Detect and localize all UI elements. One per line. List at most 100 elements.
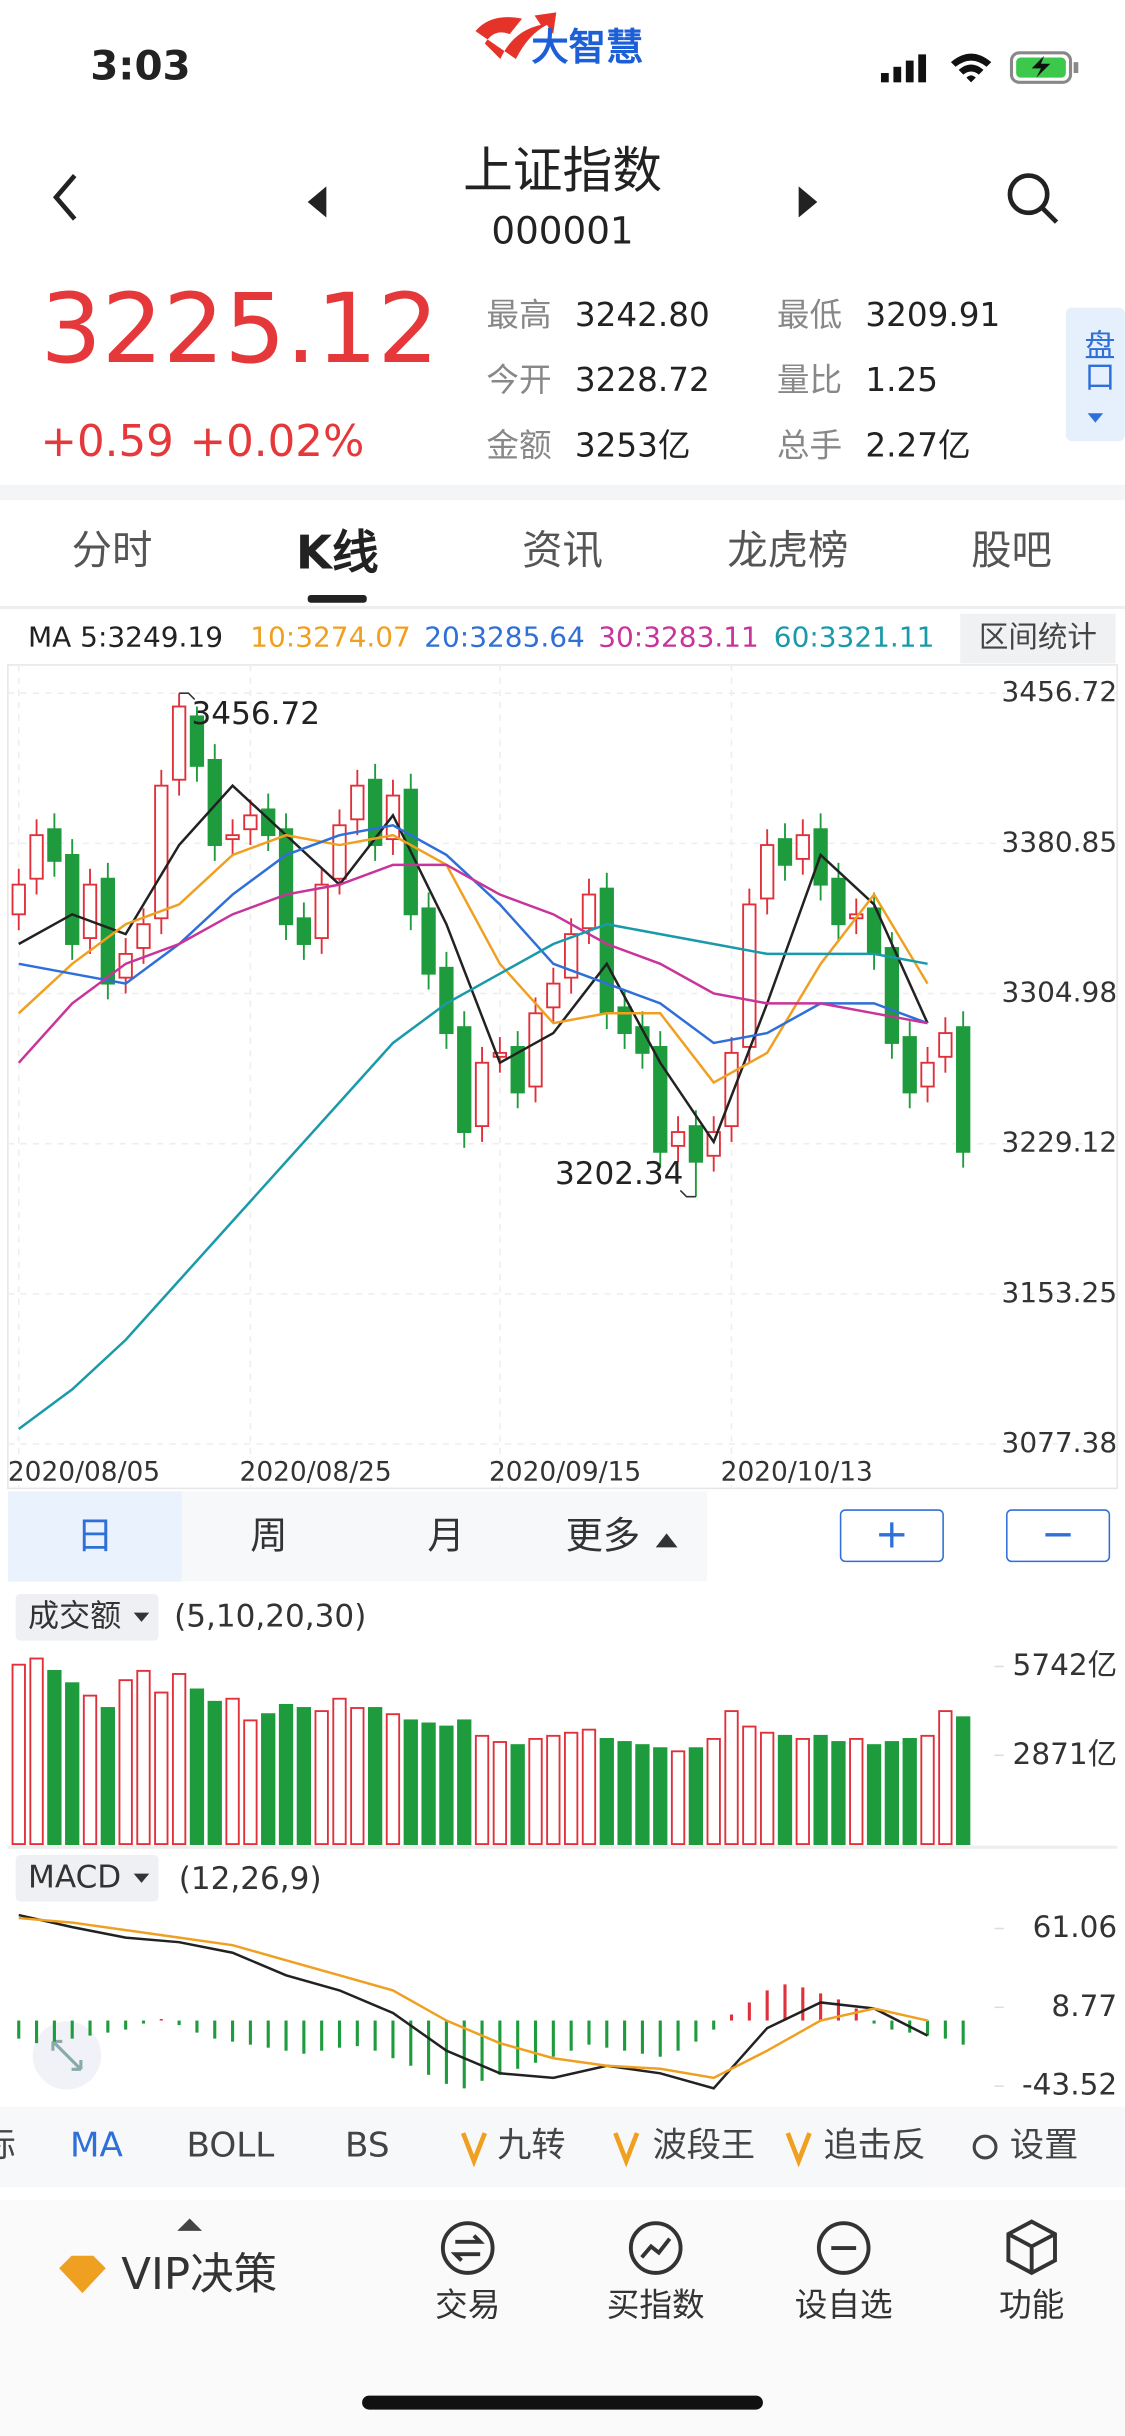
nav-vip[interactable]: VIP决策 (121, 2250, 277, 2300)
candle-body (243, 814, 258, 831)
volume-bar (581, 1728, 597, 1846)
indicator[interactable]: 九转 (497, 2126, 565, 2166)
period-bg (181, 1491, 707, 1582)
period-tab-active[interactable]: 日 (76, 1514, 113, 1558)
indicator-active[interactable]: MA (70, 2126, 123, 2166)
indicator[interactable]: 设置 (1010, 2126, 1078, 2166)
separator (7, 1845, 1118, 1849)
last-price: 3225.12 (40, 273, 438, 385)
volume-bar (902, 1737, 917, 1846)
zoom-out-label: − (1041, 1510, 1075, 1557)
zoom-out-button[interactable] (1006, 1509, 1111, 1563)
volume-bar (564, 1731, 579, 1846)
y-tick-label: 3153.25 (1002, 1276, 1118, 1309)
legend-entry: 30:3283.11 (598, 621, 759, 654)
candle-body (688, 1125, 704, 1163)
volume-bar (849, 1737, 864, 1846)
volume-bar (831, 1741, 846, 1846)
range-button-bg[interactable] (960, 613, 1116, 664)
y-tick-label: 3304.98 (1002, 976, 1118, 1009)
volume-bar (367, 1707, 383, 1846)
side-button[interactable] (1065, 307, 1125, 442)
tab[interactable]: 股吧 (971, 527, 1052, 574)
separator (0, 605, 1125, 609)
macd-selector[interactable] (15, 1854, 159, 1902)
ma-line (17, 863, 928, 1064)
volume-bar (385, 1713, 401, 1846)
x-tick-label: 2020/09/15 (489, 1456, 641, 1487)
stat-label: 最高 (486, 296, 551, 334)
price-change: +0.59 (40, 417, 173, 467)
stat-label: 今开 (486, 361, 551, 399)
candle-body (314, 883, 329, 940)
candle-body (100, 877, 115, 985)
low-annotation: 3202.34 (555, 1156, 683, 1192)
period-tab[interactable]: 周 (250, 1514, 287, 1558)
nav-item[interactable]: 设自选 (795, 2286, 893, 2324)
search-circle (1007, 173, 1050, 216)
range-button[interactable]: 区间统计 (979, 620, 1097, 654)
nav-expand[interactable] (177, 2218, 203, 2231)
volume-params: (5,10,20,30) (174, 1598, 366, 1634)
nav-item[interactable]: 功能 (999, 2286, 1064, 2324)
stat-value: 3209.91 (865, 296, 1000, 334)
volume-bar (403, 1719, 418, 1846)
nav-item[interactable]: 买指数 (607, 2286, 705, 2324)
legend-entry: 60:3321.11 (774, 621, 935, 654)
side-button-label: 盘口 (1078, 329, 1114, 391)
candle-body (136, 923, 151, 949)
y-tick-label: 8.77 (1051, 1989, 1117, 2023)
nav-item[interactable]: 交易 (435, 2286, 500, 2324)
charging-bolt (1031, 55, 1051, 78)
prev-stock[interactable] (307, 186, 327, 218)
candle-body (831, 877, 846, 926)
x-tick-label: 2020/08/05 (8, 1456, 160, 1487)
period-tab[interactable]: 月 (427, 1514, 464, 1558)
search-button[interactable] (1007, 173, 1059, 224)
volume-bar (350, 1707, 365, 1846)
candle-body (171, 705, 187, 781)
volume-bar (243, 1719, 258, 1846)
candle-body (474, 1061, 490, 1128)
volume-bar (688, 1747, 704, 1846)
indicator[interactable]: 波段王 (653, 2126, 755, 2166)
candle-body (47, 828, 62, 862)
back-button[interactable] (52, 174, 77, 221)
volume-bar (599, 1737, 614, 1846)
volume-bar (11, 1663, 26, 1846)
signal-icon (880, 54, 927, 83)
volume-bar (617, 1741, 632, 1846)
tab-underline (307, 595, 367, 603)
period-tab[interactable]: 更多 (566, 1514, 641, 1558)
fade (926, 2106, 958, 2188)
candle-body (564, 933, 579, 979)
next-stock[interactable] (798, 186, 818, 218)
stat-label: 量比 (777, 361, 842, 399)
indicator[interactable]: BOLL (187, 2126, 275, 2166)
candle-body (492, 1051, 508, 1058)
tab[interactable]: 资讯 (522, 527, 603, 574)
indicator[interactable]: 追击反 (824, 2126, 926, 2166)
period-active-bg (7, 1491, 182, 1582)
indicator[interactable]: BS (345, 2126, 390, 2166)
ma-line (18, 783, 929, 1145)
tab[interactable]: 龙虎榜 (727, 527, 848, 574)
volume-bar (457, 1719, 472, 1846)
tab[interactable]: 分时 (72, 527, 153, 574)
y-tick-label: 3456.72 (1002, 675, 1118, 708)
volume-bar (65, 1682, 80, 1846)
candle-body (457, 1026, 472, 1133)
volume-bar (706, 1737, 721, 1846)
indicator[interactable]: 标 (0, 2126, 16, 2166)
price-change-percent: +0.02% (190, 417, 365, 467)
volume-bar (439, 1725, 454, 1846)
zoom-in-button[interactable] (839, 1509, 944, 1563)
volume-bar (492, 1741, 508, 1846)
candle-body (207, 759, 222, 846)
candle-body (920, 1061, 935, 1088)
volume-selector[interactable] (15, 1593, 159, 1641)
volume-bar (813, 1734, 828, 1846)
candle-body (296, 917, 312, 945)
tab-active[interactable]: K线 (296, 526, 379, 580)
stat-value: 3242.80 (575, 296, 710, 334)
